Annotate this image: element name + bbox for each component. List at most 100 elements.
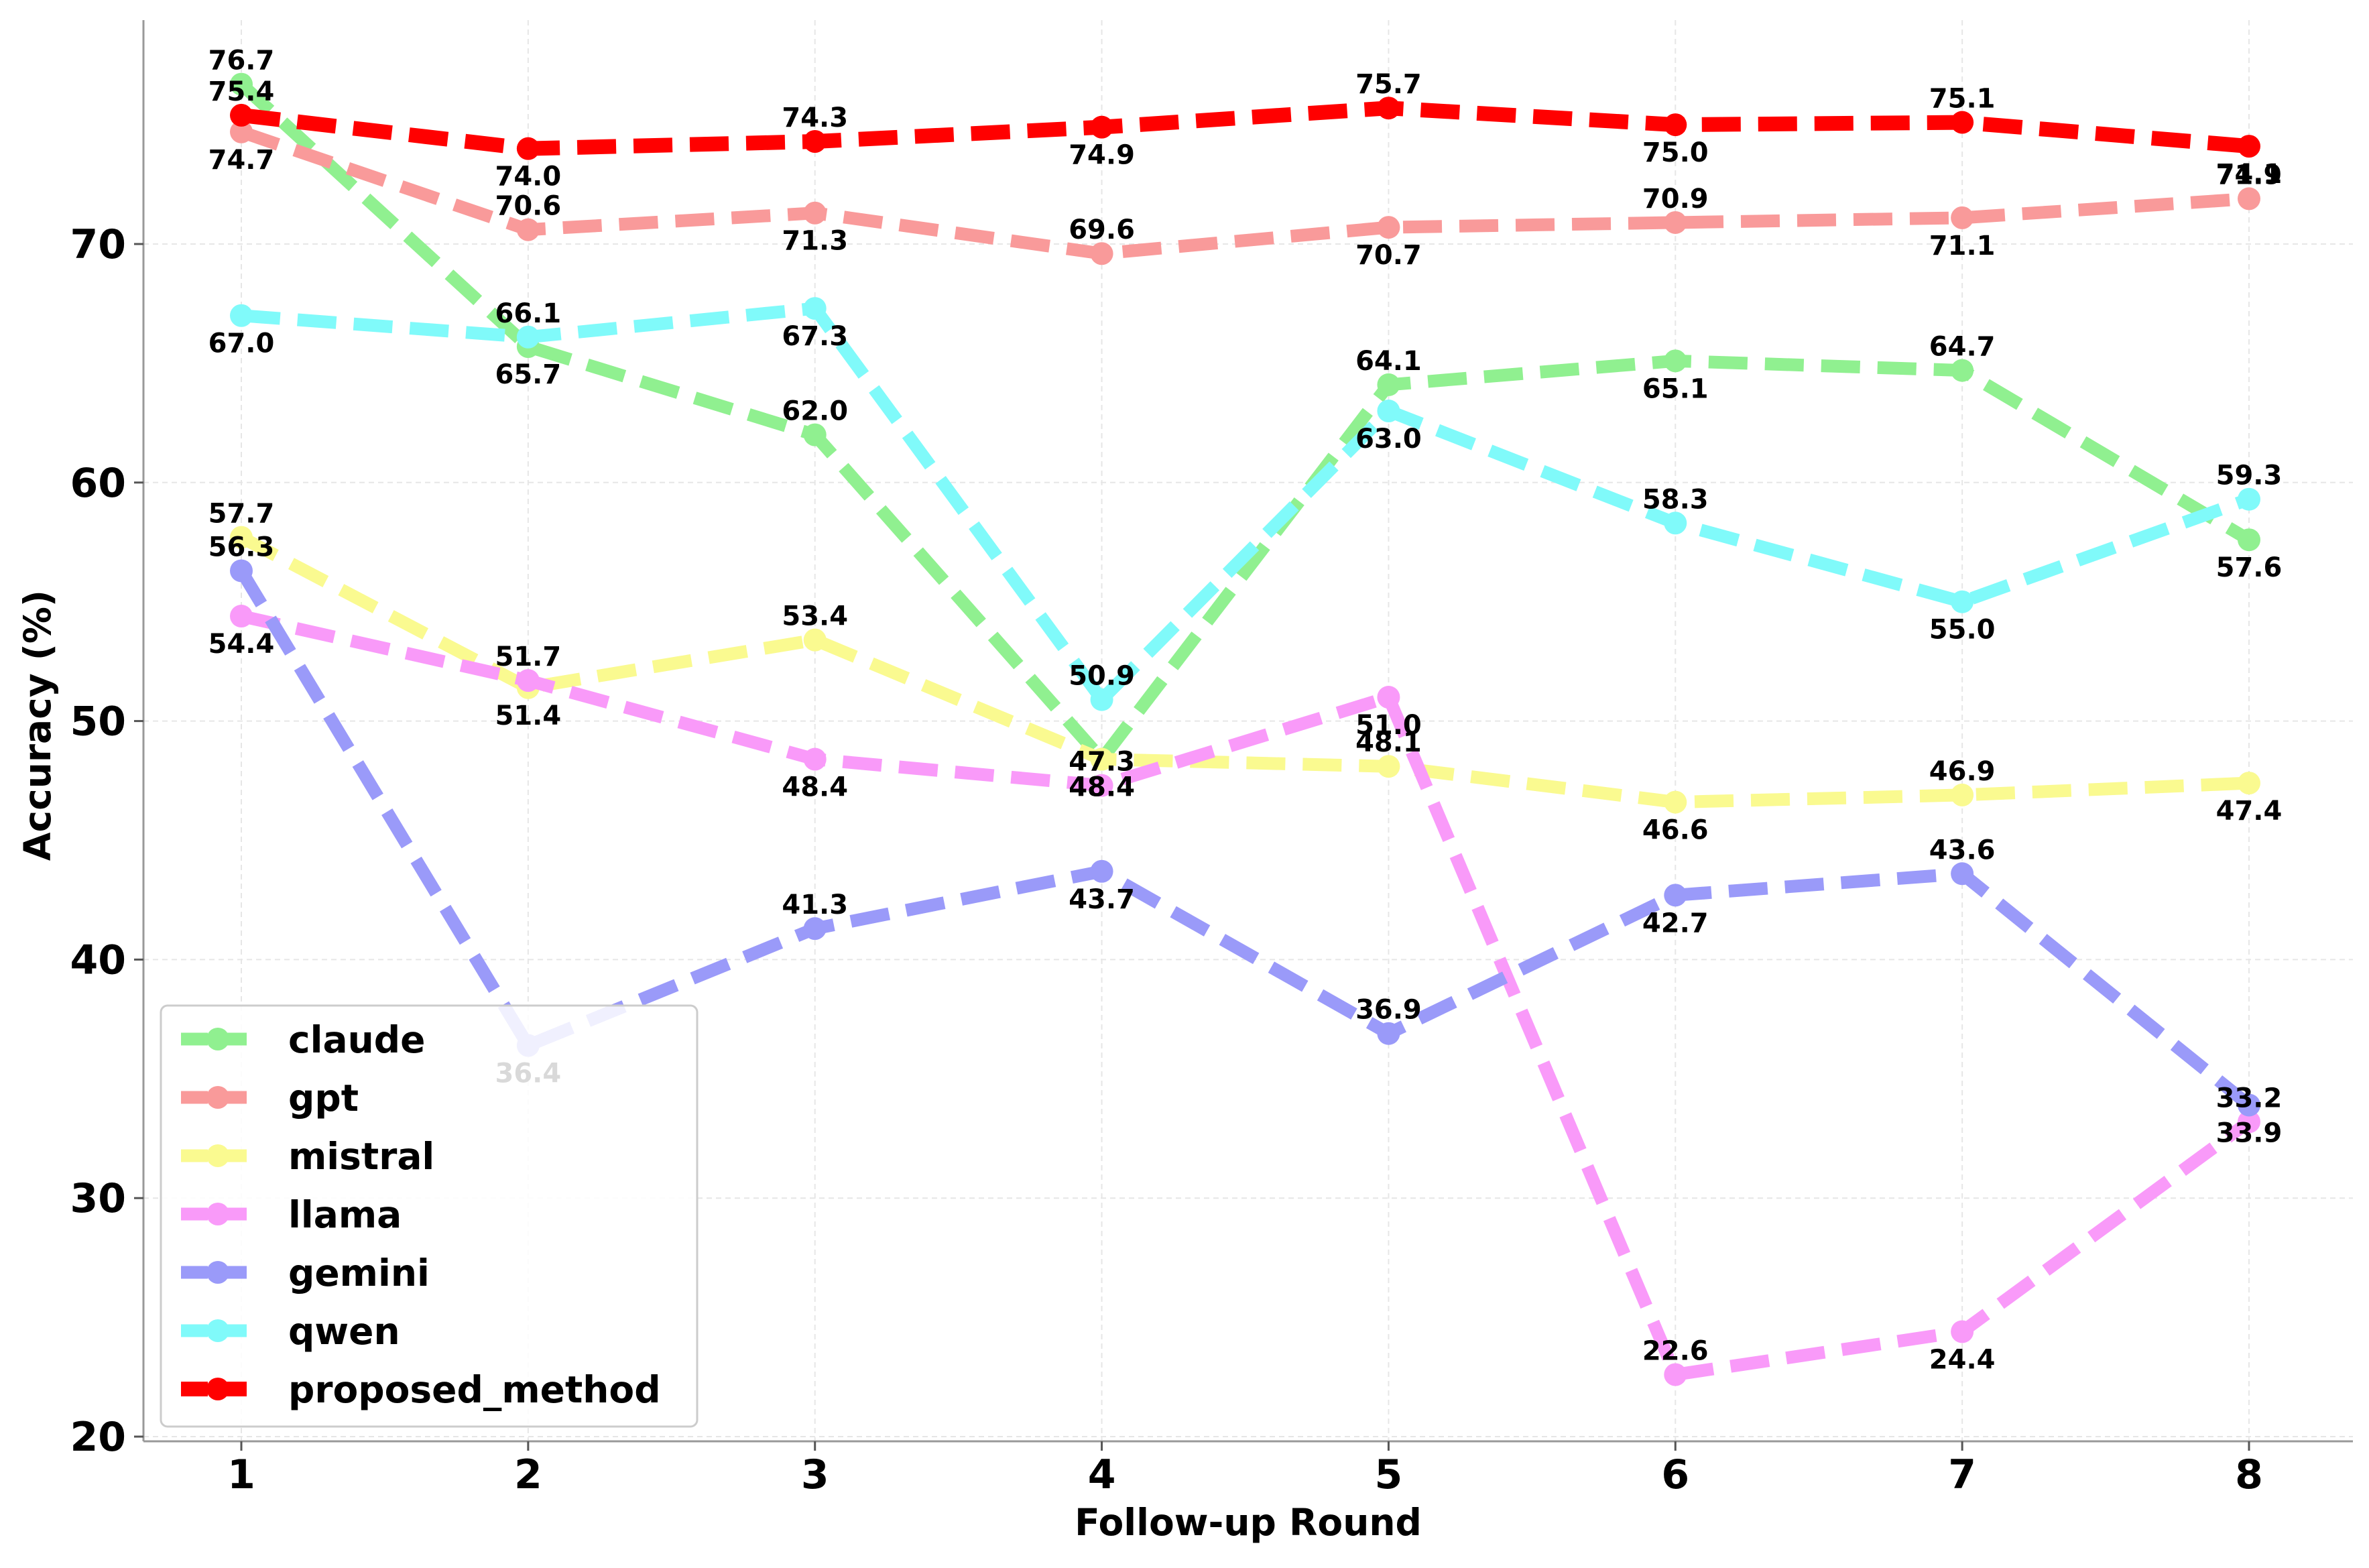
legend-label: mistral bbox=[288, 1135, 434, 1178]
legend: claude gpt mistral llama gemini qwen proposed_… bbox=[160, 1004, 698, 1428]
data-point-proposed_method bbox=[516, 137, 540, 160]
data-point-llama bbox=[1090, 774, 1113, 797]
data-label-gpt: 71.1 bbox=[1929, 231, 1996, 261]
data-point-qwen bbox=[2238, 487, 2260, 511]
data-point-mistral bbox=[1951, 783, 1974, 806]
series-line-claude bbox=[237, 79, 2252, 766]
data-label-mistral: 51.4 bbox=[495, 701, 562, 731]
data-label-proposed_method: 74.3 bbox=[782, 103, 848, 133]
data-label-claude: 76.7 bbox=[208, 46, 275, 76]
data-point-mistral bbox=[230, 526, 253, 549]
data-point-gemini bbox=[2238, 1093, 2260, 1117]
data-point-gpt bbox=[1951, 206, 1974, 229]
data-label-claude: 48.4 bbox=[1069, 772, 1135, 803]
y-tick-label: 40 bbox=[70, 937, 127, 983]
data-point-proposed_method bbox=[1664, 113, 1687, 137]
data-label-gemini: 36.9 bbox=[1355, 995, 1422, 1026]
data-label-proposed_method: 75.7 bbox=[1355, 69, 1422, 100]
y-tick-label: 60 bbox=[70, 460, 127, 507]
legend-box bbox=[160, 1004, 698, 1428]
legend-label: proposed_method bbox=[288, 1368, 661, 1411]
data-label-gpt: 71.3 bbox=[782, 226, 848, 257]
data-label-mistral: 48.1 bbox=[1355, 727, 1422, 758]
x-tick-label: 4 bbox=[1088, 1451, 1116, 1498]
x-tick-label: 7 bbox=[1948, 1451, 1976, 1498]
data-label-llama: 51.0 bbox=[1355, 710, 1422, 741]
data-label-proposed_method: 74.0 bbox=[495, 162, 562, 192]
legend-swatch-marker bbox=[206, 1144, 229, 1167]
data-label-mistral: 46.9 bbox=[1929, 756, 1996, 787]
data-label-gemini: 43.6 bbox=[1929, 835, 1996, 865]
series-line-llama bbox=[239, 609, 2253, 1381]
data-label-qwen: 66.1 bbox=[495, 298, 562, 329]
data-label-llama: 22.6 bbox=[1642, 1335, 1709, 1366]
data-point-qwen bbox=[1090, 688, 1113, 711]
data-point-llama bbox=[1951, 1320, 1974, 1343]
data-point-mistral bbox=[803, 628, 827, 652]
legend-label: gemini bbox=[288, 1252, 430, 1294]
data-point-mistral bbox=[1377, 755, 1400, 778]
data-label-claude: 57.6 bbox=[2216, 552, 2283, 583]
data-point-qwen bbox=[230, 304, 253, 327]
data-label-claude: 64.7 bbox=[1929, 332, 1996, 363]
x-tick-label: 5 bbox=[1375, 1451, 1403, 1498]
data-point-llama bbox=[516, 669, 540, 692]
legend-swatch-marker bbox=[206, 1203, 229, 1225]
data-label-mistral: 47.4 bbox=[2216, 796, 2283, 827]
data-point-mistral bbox=[1090, 747, 1113, 771]
legend-label: qwen bbox=[288, 1310, 400, 1353]
data-label-llama: 48.4 bbox=[782, 772, 848, 803]
y-tick-label: 30 bbox=[70, 1175, 127, 1222]
series-layer bbox=[230, 72, 2260, 1386]
series-line-qwen bbox=[241, 302, 2252, 707]
data-label-gpt: 74.7 bbox=[208, 145, 275, 176]
data-label-gpt: 70.7 bbox=[1355, 240, 1422, 271]
data-point-proposed_method bbox=[230, 103, 253, 127]
data-point-gpt bbox=[1664, 210, 1687, 234]
data-label-llama: 33.2 bbox=[2216, 1083, 2283, 1113]
axes-layer: 1 2 3 4 5 6 7 8 20 30 40 50 60 70 bbox=[70, 20, 2353, 1498]
data-point-gpt bbox=[230, 120, 253, 143]
x-tick-label: 1 bbox=[227, 1451, 255, 1498]
series-line-gemini bbox=[235, 567, 2253, 1110]
data-point-proposed_method bbox=[1090, 115, 1113, 139]
data-point-llama bbox=[803, 747, 827, 771]
data-label-proposed_method: 74.1 bbox=[2216, 159, 2283, 190]
data-point-gpt bbox=[1090, 242, 1113, 265]
data-label-proposed_method: 75.1 bbox=[1929, 84, 1996, 115]
data-point-qwen bbox=[1951, 590, 1974, 613]
x-tick-label: 3 bbox=[801, 1451, 829, 1498]
data-point-gpt bbox=[803, 201, 827, 225]
data-label-mistral: 53.4 bbox=[782, 601, 848, 632]
y-tick-label: 50 bbox=[70, 699, 127, 745]
data-point-proposed_method bbox=[1951, 111, 1974, 134]
data-label-llama: 47.3 bbox=[1069, 747, 1135, 778]
data-label-qwen: 58.3 bbox=[1642, 484, 1709, 515]
x-tick-label: 8 bbox=[2235, 1451, 2263, 1498]
data-label-gpt: 69.6 bbox=[1069, 215, 1135, 245]
data-point-gemini bbox=[1951, 862, 1974, 886]
data-point-gemini bbox=[1090, 859, 1113, 883]
data-point-qwen bbox=[1664, 511, 1687, 535]
x-tick-label: 2 bbox=[514, 1451, 542, 1498]
data-point-qwen bbox=[516, 325, 540, 349]
data-point-gemini bbox=[1664, 884, 1687, 907]
data-label-claude: 64.1 bbox=[1355, 346, 1422, 377]
data-label-claude: 65.7 bbox=[495, 359, 562, 390]
data-label-gpt: 70.6 bbox=[495, 191, 562, 222]
data-point-llama bbox=[1377, 686, 1400, 709]
data-label-gemini: 41.3 bbox=[782, 890, 848, 920]
data-label-mistral: 48.4 bbox=[1069, 772, 1135, 803]
data-label-llama: 51.7 bbox=[495, 642, 562, 672]
data-point-proposed_method bbox=[1377, 97, 1400, 120]
legend-label: llama bbox=[288, 1193, 402, 1236]
data-label-claude: 65.1 bbox=[1642, 373, 1709, 404]
series-line-mistral bbox=[238, 532, 2250, 809]
data-label-mistral: 46.6 bbox=[1642, 815, 1709, 846]
y-tick-label: 70 bbox=[70, 221, 127, 268]
data-point-llama bbox=[2238, 1110, 2260, 1134]
data-point-proposed_method bbox=[2238, 135, 2260, 158]
data-label-gemini: 42.7 bbox=[1642, 908, 1709, 939]
data-point-llama bbox=[230, 605, 253, 628]
